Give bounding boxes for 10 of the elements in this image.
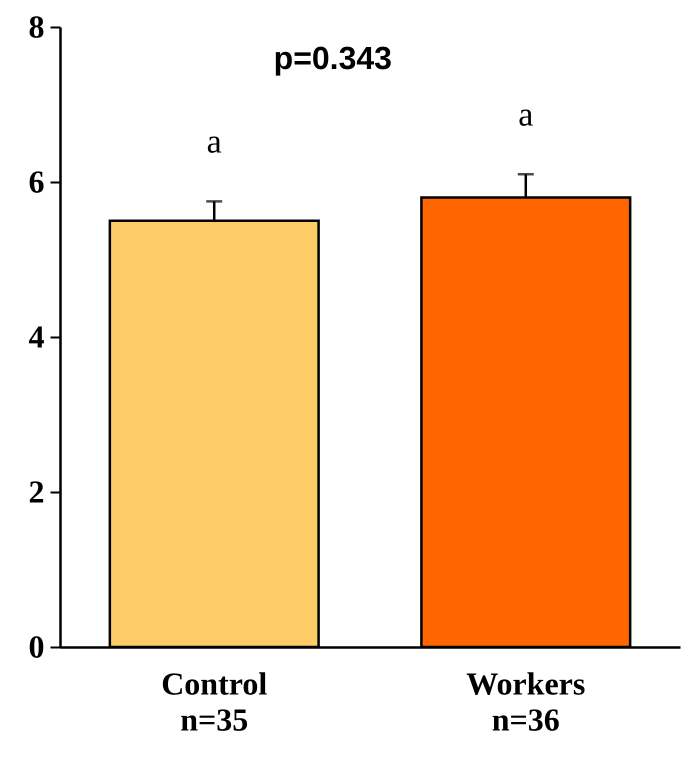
annotation: p=0.343 [274, 40, 392, 76]
y-tick-label: 4 [28, 318, 44, 354]
x-tick-label: Workers n=36 [466, 666, 586, 738]
y-tick-label: 8 [28, 8, 44, 44]
y-tick-label: 0 [28, 628, 44, 664]
y-tick-label: 6 [28, 164, 44, 200]
x-tick-label: Control n=35 [161, 666, 268, 738]
annotation: a [206, 123, 222, 160]
annotation: a [518, 96, 534, 134]
y-tick-label: 2 [28, 474, 44, 510]
